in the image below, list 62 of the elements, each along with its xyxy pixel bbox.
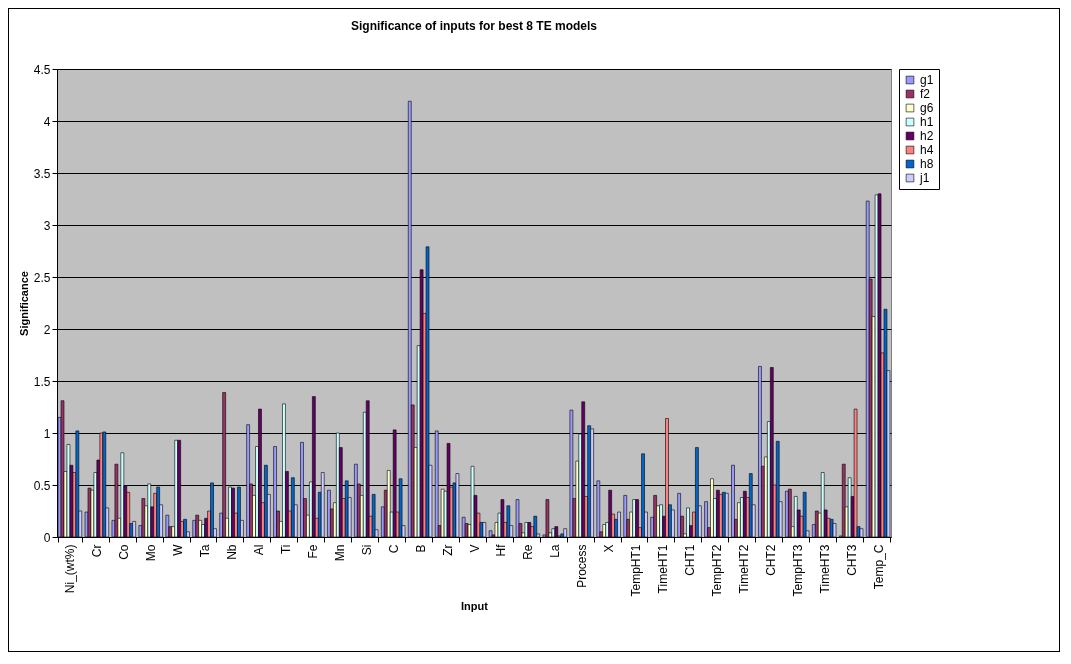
y-tick-label: 0.5 (33, 478, 51, 493)
x-tick-label: Cr (90, 544, 105, 558)
bar (195, 514, 199, 538)
legend-label: f2 (920, 87, 931, 101)
x-tick-label: Mo (144, 544, 159, 562)
y-tick-label: 3 (43, 218, 51, 233)
x-tick-label: TempHT3 (790, 544, 805, 597)
bar (653, 495, 657, 538)
y-tick-label: 3.5 (33, 166, 51, 181)
x-tick-label: Ti (278, 544, 293, 555)
x-tick-label: Fe (305, 544, 320, 559)
chart-title: Significance of inputs for best 8 TE models (350, 19, 598, 33)
x-tick-label: CHT2 (763, 544, 778, 576)
bar (793, 496, 798, 538)
y-tick-label: 2 (43, 322, 51, 337)
x-tick-label: Co (117, 544, 132, 560)
legend-label: h8 (920, 157, 934, 171)
x-tick-label: TimeHT2 (736, 544, 751, 594)
x-tick-label: Al (252, 544, 266, 556)
y-tick-label: 2.5 (33, 270, 51, 285)
x-tick-label: Zr (440, 544, 455, 556)
bar (371, 494, 376, 538)
legend-label: h4 (920, 143, 934, 157)
legend-label: g6 (920, 101, 934, 115)
x-tick-label: C (386, 544, 401, 554)
x-tick-label: Ni_(wt%) (63, 544, 78, 594)
x-tick-label: TempHT1 (629, 544, 644, 597)
bar (545, 499, 550, 538)
y-tick-label: 1.5 (33, 374, 51, 389)
x-tick-label: B (413, 544, 428, 553)
x-tick-label: Process (575, 544, 590, 588)
x-tick-label: TempHT2 (709, 544, 724, 597)
x-tick-label: Hf (494, 543, 509, 557)
x-tick-label: Si (359, 544, 374, 556)
bar (608, 489, 612, 538)
bar (802, 491, 807, 538)
bar (686, 507, 690, 538)
legend-label: h1 (920, 115, 934, 129)
x-tick-label: Nb (225, 544, 240, 560)
bar (533, 515, 538, 538)
x-tick-label: TimeHT1 (656, 544, 671, 594)
x-tick-label: V (467, 544, 482, 553)
legend-label: j1 (919, 171, 930, 185)
x-tick-label: Ta (198, 544, 213, 558)
x-tick-label: W (171, 543, 186, 556)
x-tick-label: X (602, 544, 617, 553)
x-tick-label: Re (521, 544, 536, 560)
x-tick-label: CHT3 (844, 544, 859, 576)
y-axis-title: Significance (17, 271, 30, 336)
x-tick-label: CHT1 (683, 544, 697, 576)
x-tick-label: Temp_C (871, 544, 886, 590)
y-tick-label: 4.5 (33, 62, 51, 77)
x-tick-label: TimeHT3 (817, 544, 832, 594)
x-tick-label: Mn (332, 544, 347, 562)
y-tick-label: 4 (43, 114, 51, 129)
x-tick-label: La (548, 544, 563, 558)
x-axis-title: Input (461, 599, 489, 612)
y-tick-label: 1 (43, 426, 51, 441)
bar (141, 498, 146, 538)
legend-label: h2 (920, 129, 934, 143)
legend-label: g1 (920, 73, 934, 87)
y-tick-label: 0 (43, 530, 51, 545)
